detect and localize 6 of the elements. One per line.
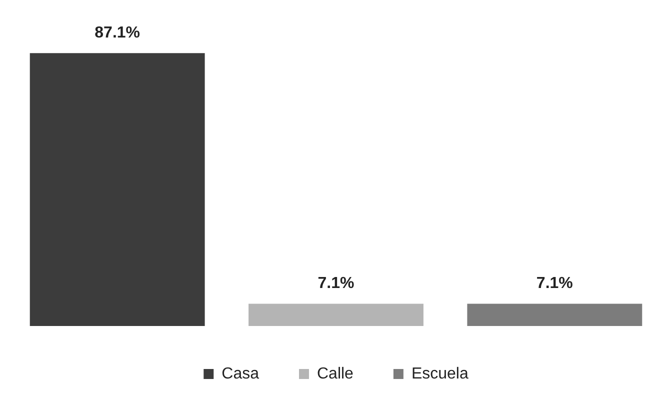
data-label: 7.1% — [536, 275, 573, 292]
legend-label: Casa — [222, 365, 260, 382]
data-label: 7.1% — [318, 275, 354, 292]
legend-label: Calle — [316, 365, 354, 382]
data-label: 87.1% — [94, 24, 140, 42]
legend-label: Escuela — [411, 365, 468, 382]
